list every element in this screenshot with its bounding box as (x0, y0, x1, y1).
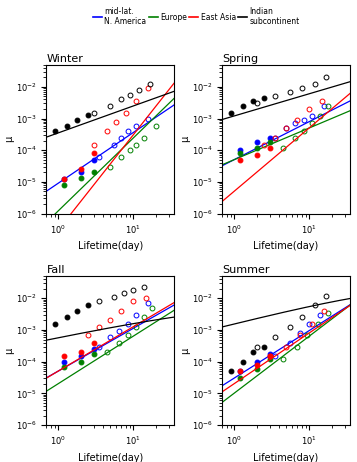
Text: Summer: Summer (222, 265, 270, 275)
Y-axis label: μ: μ (180, 136, 190, 142)
Y-axis label: μ: μ (4, 136, 14, 142)
X-axis label: Lifetime(day): Lifetime(day) (77, 453, 143, 462)
X-axis label: Lifetime(day): Lifetime(day) (253, 241, 319, 251)
Legend: mid-lat.
N. America, Europe, East Asia, Indian
subcontinent: mid-lat. N. America, Europe, East Asia, … (90, 4, 303, 29)
X-axis label: Lifetime(day): Lifetime(day) (253, 453, 319, 462)
Y-axis label: μ: μ (4, 347, 14, 354)
X-axis label: Lifetime(day): Lifetime(day) (77, 241, 143, 251)
Text: Winter: Winter (46, 54, 83, 64)
Y-axis label: μ: μ (180, 347, 190, 354)
Text: Spring: Spring (222, 54, 258, 64)
Text: Fall: Fall (46, 265, 65, 275)
